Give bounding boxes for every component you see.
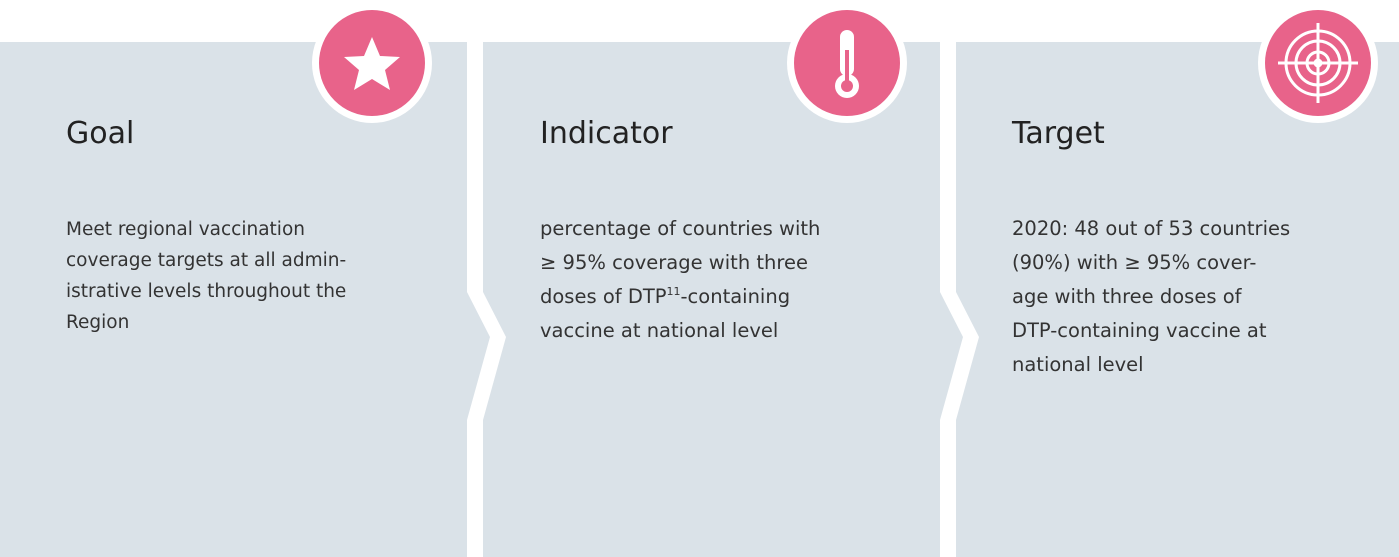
body-line: vaccine at national level (540, 319, 779, 342)
goal-icon (312, 3, 432, 123)
panel-body: Meet regional vaccination coverage target… (66, 214, 346, 338)
panel-title: Goal (66, 116, 135, 151)
panel-shape (483, 42, 963, 557)
body-text: doses of DTP (540, 285, 667, 308)
body-line: istrative levels throughout the (66, 281, 347, 302)
body-line: DTP-containing vaccine at (1012, 319, 1267, 342)
panel-shape (0, 42, 490, 557)
panel-body: 2020: 48 out of 53 countries (90%) with ≥… (1012, 212, 1290, 382)
panel-shape (956, 42, 1399, 557)
body-line: Meet regional vaccination (66, 219, 305, 240)
footnote-ref: 11 (666, 285, 681, 298)
body-line: age with three doses of (1012, 285, 1242, 308)
body-line: percentage of countries with (540, 217, 821, 240)
body-line: 2020: 48 out of 53 countries (1012, 217, 1291, 240)
panel-title: Target (1012, 116, 1105, 151)
body-line: national level (1012, 353, 1144, 376)
body-line: doses of DTP11-containing (540, 280, 820, 314)
body-line: coverage targets at all admin- (66, 250, 347, 271)
panel-body: percentage of countries with ≥ 95% covera… (540, 212, 820, 348)
body-line: ≥ 95% coverage with three (540, 251, 808, 274)
body-line: (90%) with ≥ 95% cover- (1012, 251, 1257, 274)
target-icon (1258, 3, 1378, 123)
panel-title: Indicator (540, 116, 673, 151)
body-line: Region (66, 312, 130, 333)
indicator-icon (787, 3, 907, 123)
body-text: -containing (680, 285, 791, 308)
